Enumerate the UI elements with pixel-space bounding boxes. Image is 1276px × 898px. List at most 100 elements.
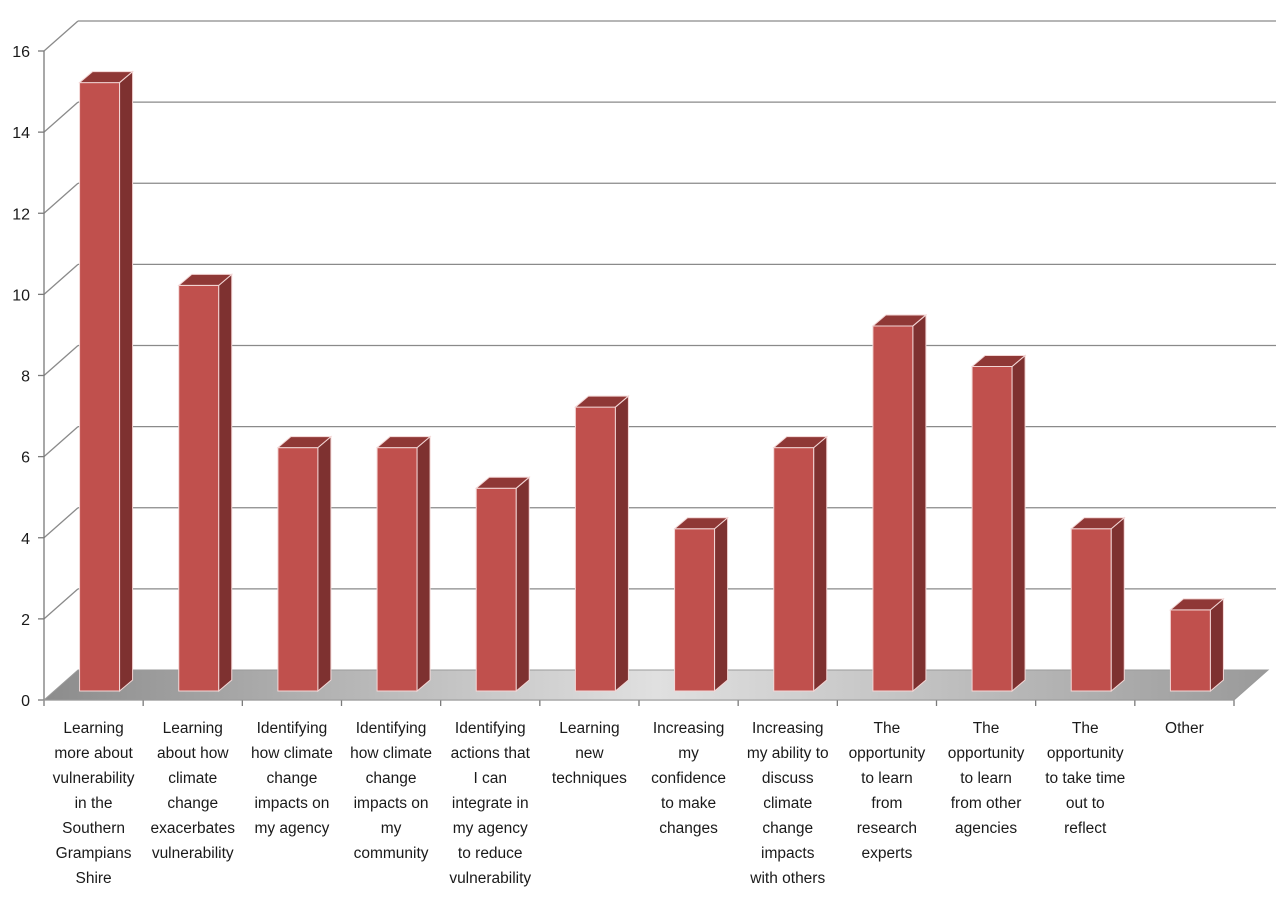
x-category-label: Identifying how climate change impacts on my… (251, 720, 333, 837)
y-tick-label: 12 (12, 206, 30, 223)
x-category-label-line: I can (473, 770, 507, 787)
bar-front (178, 284, 220, 692)
x-category-label-line: to reduce (458, 845, 523, 862)
x-category-label-line: Learning (63, 720, 123, 737)
x-category-label-line: exacerbates (151, 820, 236, 837)
x-category-label-line: impacts on (354, 795, 429, 812)
gridline-side (43, 588, 79, 620)
bar-side (1209, 597, 1224, 693)
bar (1169, 597, 1225, 693)
x-category-label-line: Grampians (56, 845, 132, 862)
x-category-label-line: climate (168, 770, 217, 787)
x-category-label-line: to make (661, 795, 716, 812)
x-category-label-line: Southern (62, 820, 125, 837)
gridline-side (43, 507, 79, 539)
x-category-label-line: change (366, 770, 417, 787)
gridline-side (43, 20, 79, 52)
x-category-label-line: integrate in (452, 795, 529, 812)
gridline-side (43, 263, 79, 295)
x-category-label: Increasing my ability to discuss climate cha… (747, 720, 829, 887)
x-category-label-line: how climate (251, 745, 333, 762)
x-category-label: Other (1165, 720, 1204, 737)
bars (78, 70, 1225, 693)
bar-front (376, 447, 418, 692)
x-category-label-line: to learn (861, 770, 913, 787)
x-category-label-line: Identifying (356, 720, 427, 737)
x-category-label-line: about how (157, 745, 229, 762)
bar-front (574, 406, 616, 692)
x-category-label-line: vulnerability (53, 770, 135, 787)
bar-side (515, 476, 530, 693)
gridline-side (43, 345, 79, 376)
x-category-label-line: Identifying (257, 720, 328, 737)
gridline-side (43, 182, 79, 214)
x-category-label: Identifying actions that I can integrate in… (449, 720, 531, 887)
x-category-label: The opportunity to learn from research expert… (849, 720, 926, 862)
x-category-label-line: opportunity (948, 745, 1025, 762)
x-category-label-line: The (874, 720, 901, 737)
bar-side (218, 273, 233, 693)
x-category-label-line: Increasing (653, 720, 725, 737)
bar-top (177, 273, 234, 286)
gridline-side (43, 426, 79, 458)
chart-floor-surface (42, 669, 1270, 701)
x-category-label: The opportunity to learn from other agencies (948, 720, 1025, 837)
x-category-label-line: Learning (559, 720, 619, 737)
x-category-label-line: to take time (1045, 770, 1125, 787)
bar (871, 313, 928, 693)
bar-side (119, 70, 134, 693)
x-category-label-line: from (871, 795, 902, 812)
x-category-labels: Learning more about vulnerability in the Sou… (53, 720, 1204, 887)
bar (78, 70, 134, 693)
x-category-label-line: vulnerability (449, 870, 531, 887)
x-category-label-line: how climate (350, 745, 432, 762)
x-category-label-line: techniques (552, 770, 627, 787)
bar-side (1110, 516, 1125, 693)
bar-front (773, 447, 815, 692)
x-category-label-line: community (354, 845, 429, 862)
x-category-label-line: climate (763, 795, 812, 812)
x-category-label-line: change (762, 820, 813, 837)
x-category-label-line: reflect (1064, 820, 1107, 837)
bar-front (1169, 609, 1211, 692)
x-category-label-line: my agency (254, 820, 329, 837)
x-category-label-line: new (575, 745, 604, 762)
x-category-label-line: my ability to (747, 745, 829, 762)
bar-side (813, 435, 828, 693)
y-tick-label: 10 (12, 287, 30, 304)
x-category-label: Learning about how climate change exacerbate… (151, 720, 236, 862)
bar-top (871, 314, 928, 327)
bar (574, 394, 630, 693)
bar-front (475, 487, 517, 692)
x-category-label: The opportunity to take time out to reflect (1045, 720, 1125, 837)
bar-side (1011, 354, 1026, 693)
x-category-label-line: The (973, 720, 1000, 737)
x-category-label-line: my agency (453, 820, 528, 837)
x-category-label-line: Identifying (455, 720, 526, 737)
x-category-label-line: opportunity (1047, 745, 1124, 762)
x-category-label-line: Other (1165, 720, 1204, 737)
bar-top (276, 436, 333, 449)
y-tick-label: 6 (21, 450, 30, 467)
bar-side (317, 435, 332, 693)
bar-top (375, 436, 432, 449)
x-category-label: Learning more about vulnerability in the Sou… (53, 720, 135, 887)
y-tick-label: 4 (21, 531, 30, 548)
bar (177, 273, 234, 693)
x-category-label: Learning new techniques (552, 720, 627, 787)
bar-side (614, 394, 629, 693)
x-category-label-line: from other (951, 795, 1022, 812)
x-category-label-line: agencies (955, 820, 1017, 837)
y-tick-label: 2 (21, 612, 30, 629)
x-category-label-line: experts (861, 845, 912, 862)
bar-top (673, 517, 729, 530)
bar (970, 354, 1027, 693)
x-category-label-line: more about (54, 745, 133, 762)
bar (375, 435, 432, 693)
bar-front (277, 447, 319, 692)
x-category-label-line: Increasing (752, 720, 824, 737)
bar (1069, 516, 1126, 693)
bar-front (1070, 528, 1112, 692)
x-category-label-line: change (167, 795, 218, 812)
